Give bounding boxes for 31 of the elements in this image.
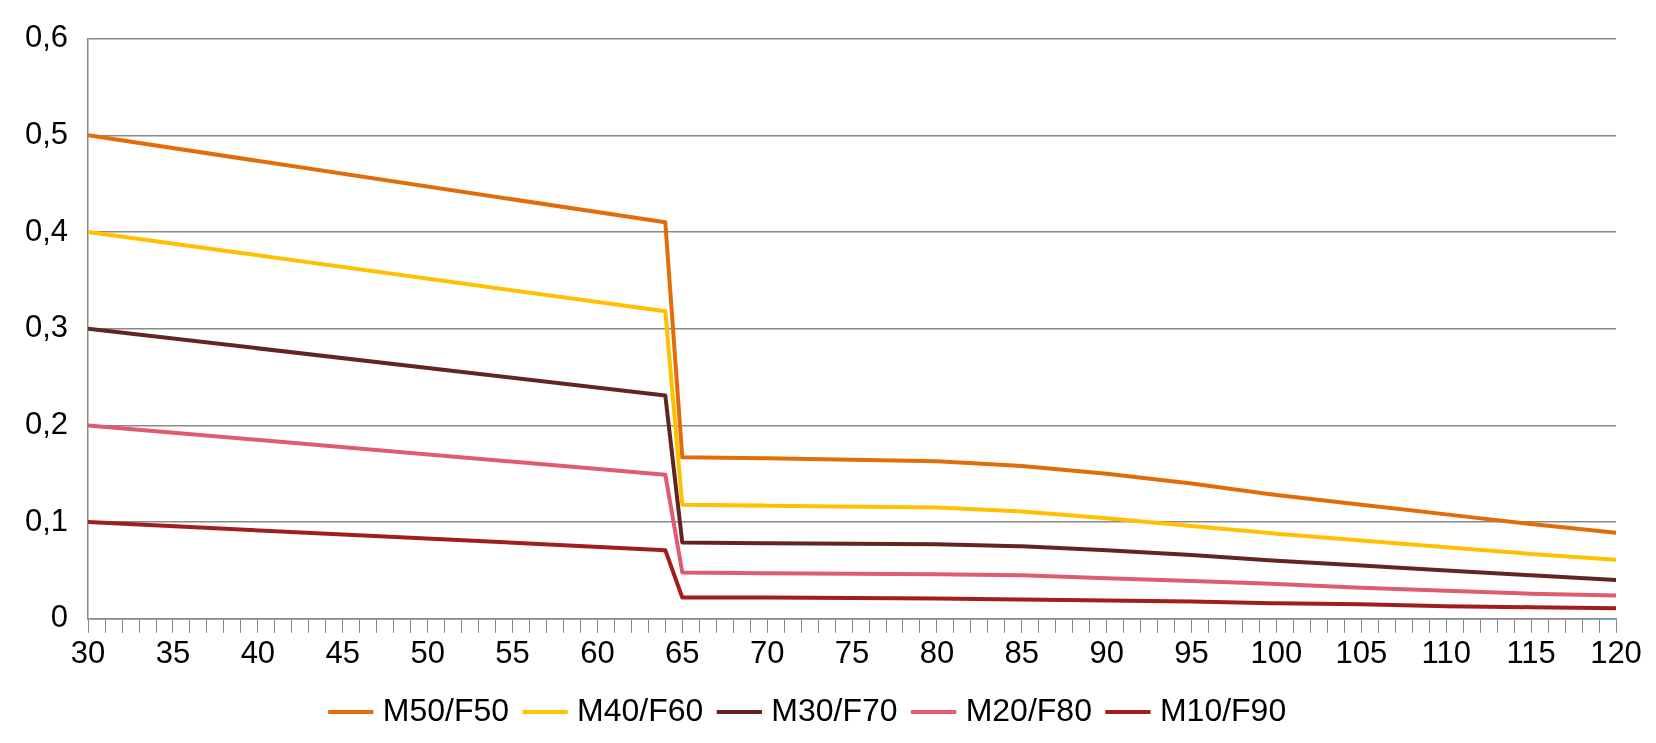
x-tick-label: 35 [155,634,191,670]
x-tick-label: 30 [70,634,106,670]
x-tick-label: 50 [410,634,445,670]
x-tick-label: 65 [665,634,700,670]
y-tick-label: 0,4 [24,212,69,248]
x-tick-label: 100 [1250,634,1303,670]
y-tick-label: 0,5 [24,115,69,151]
x-tick-label: 45 [325,634,360,670]
y-tick-label: 0,2 [24,405,69,441]
x-tick-label: 40 [240,634,276,670]
x-tick-label: 120 [1590,634,1642,670]
x-tick-label: 90 [1089,634,1124,670]
x-tick-label: 80 [919,634,955,670]
x-tick-label: 110 [1421,634,1471,670]
legend-label: M30/F70 [771,691,898,728]
y-tick-label: 0,6 [24,19,69,55]
legend-label: M50/F50 [382,691,510,728]
y-tick-label: 0,1 [24,502,69,538]
x-tick-label: 105 [1335,634,1388,670]
legend-label: M20/F80 [965,691,1092,728]
x-tick-label: 95 [1174,634,1209,670]
x-tick-label: 85 [1004,634,1040,670]
x-tick-label: 70 [749,634,785,670]
y-tick-label: 0 [50,599,69,635]
x-tick-label: 75 [834,634,870,670]
y-tick-label: 0,3 [24,309,69,345]
x-tick-label: 60 [580,634,615,670]
legend-label: M10/F90 [1159,691,1287,728]
x-tick-label: 115 [1506,634,1556,670]
legend-label: M40/F60 [577,691,704,728]
x-tick-label: 55 [495,634,530,670]
